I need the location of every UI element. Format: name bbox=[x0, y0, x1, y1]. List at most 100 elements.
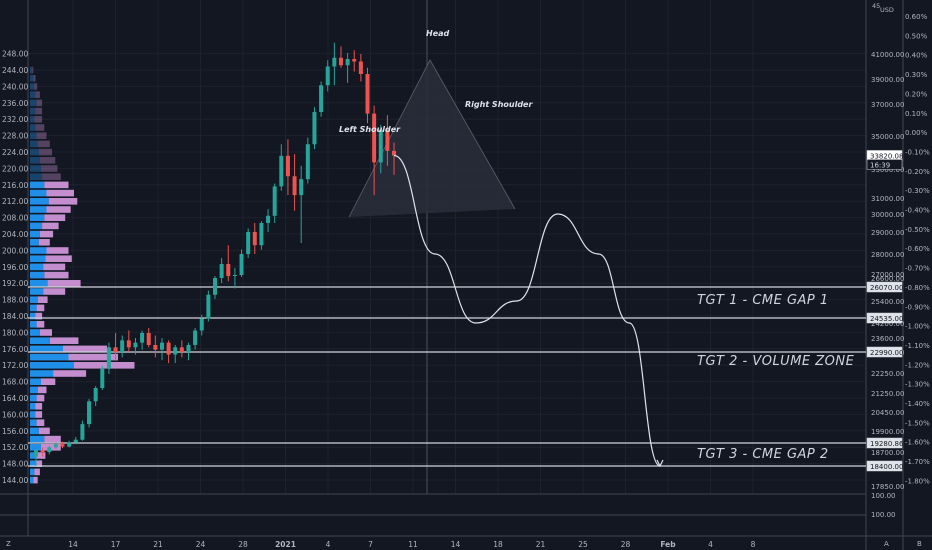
price-tick-label: 22250.00 bbox=[871, 370, 904, 378]
candle-body bbox=[358, 61, 363, 74]
price-tick-label: 37000.00 bbox=[871, 101, 904, 109]
candle-body bbox=[34, 450, 38, 457]
percent-tick-label: 0.00% bbox=[905, 129, 928, 137]
left-tick-label: 212.00 bbox=[2, 197, 28, 206]
candle-body bbox=[40, 450, 45, 452]
percent-axis[interactable]: 0.60% 0.50% 0.40% 0.30% 0.20% 0.10% 0.00% -0.10… bbox=[905, 13, 930, 485]
percent-tick-label: -1.80% bbox=[905, 477, 930, 485]
percent-tick-label: 0.60% bbox=[905, 13, 928, 21]
profile-bar-up bbox=[30, 107, 36, 115]
time-tick-label: Feb bbox=[660, 540, 676, 549]
candle-body bbox=[345, 59, 350, 66]
price-tick-label: 35000.00 bbox=[871, 133, 904, 141]
left-tick-label: 244.00 bbox=[2, 66, 28, 75]
candle-body bbox=[266, 215, 271, 223]
price-tick-label: 31000.00 bbox=[871, 195, 904, 203]
price-axis[interactable]: 41000.00 39000.00 37000.00 35000.00 33000.00… bbox=[871, 2, 904, 491]
profile-bar-up bbox=[30, 99, 37, 107]
price-label-box bbox=[866, 281, 903, 293]
profile-bar-up bbox=[30, 75, 34, 82]
price-label-box bbox=[866, 460, 903, 472]
profile-bar-down bbox=[36, 419, 45, 426]
percent-tick-label: 0.50% bbox=[905, 32, 928, 40]
target-annotation: TGT 3 - CME GAP 2 bbox=[697, 447, 829, 462]
percent-tick-label: -1.40% bbox=[905, 400, 930, 408]
profile-bar-up bbox=[30, 239, 39, 246]
candle-body bbox=[166, 342, 171, 355]
candle-body bbox=[199, 318, 204, 331]
profile-bar-down bbox=[36, 321, 45, 328]
profile-bar-down bbox=[48, 198, 78, 205]
candle-body bbox=[186, 345, 191, 352]
profile-bar-up bbox=[30, 435, 45, 443]
price-tick-label: 41000.00 bbox=[871, 51, 904, 59]
profile-bar-up bbox=[30, 148, 39, 156]
candle-body bbox=[292, 176, 297, 196]
price-tick-label: 21250.00 bbox=[871, 390, 904, 398]
percent-tick-label: 0.10% bbox=[905, 110, 928, 118]
left-axis: 248.00 244.00 240.00 236.00 232.00 228.00 224.… bbox=[2, 50, 28, 485]
price-tick-label: 39000.00 bbox=[871, 76, 904, 84]
candle-body bbox=[146, 333, 151, 345]
price-tick-label: 33000.00 bbox=[871, 166, 904, 174]
profile-bar-down bbox=[35, 460, 43, 467]
profile-bar-up bbox=[30, 378, 41, 385]
currency-label: USD bbox=[880, 6, 894, 14]
candle-body bbox=[319, 85, 324, 112]
time-tick-label: 18 bbox=[493, 540, 503, 549]
profile-bar-down bbox=[38, 427, 50, 435]
profile-bar-up bbox=[30, 181, 45, 189]
left-tick-label: 164.00 bbox=[2, 394, 28, 403]
projection-arrowhead bbox=[656, 459, 664, 468]
profile-bar-up bbox=[30, 222, 43, 230]
percent-tick-label: -1.10% bbox=[905, 342, 930, 350]
left-tick-label: 148.00 bbox=[2, 460, 28, 469]
profile-bar-down bbox=[37, 386, 47, 394]
time-tick-label: 2021 bbox=[275, 540, 296, 549]
price-tick-label: 26600.00 bbox=[871, 275, 904, 283]
candles bbox=[34, 42, 397, 466]
profile-bar-down bbox=[35, 107, 43, 115]
profile-bar-up bbox=[30, 116, 35, 123]
candle-body bbox=[226, 264, 231, 276]
candle-body bbox=[246, 232, 251, 254]
candle-body bbox=[239, 254, 244, 275]
price-tick-label: 18700.00 bbox=[871, 449, 904, 457]
target-annotation: TGT 2 - VOLUME ZONE bbox=[697, 354, 855, 369]
profile-bar-down bbox=[38, 148, 52, 156]
profile-bar-up bbox=[30, 157, 40, 164]
candle-body bbox=[60, 444, 65, 447]
indicator-label: 100.00 bbox=[871, 492, 896, 500]
price-label: 26070.00 bbox=[870, 284, 903, 292]
candle-body bbox=[140, 333, 145, 343]
time-tick-label: 17 bbox=[111, 540, 121, 549]
profile-bar-down bbox=[36, 394, 45, 402]
left-tick-label: 232.00 bbox=[2, 115, 28, 124]
percent-tick-label: 0.40% bbox=[905, 52, 928, 60]
left-tick-label: 216.00 bbox=[2, 181, 28, 190]
time-tick-label: 4 bbox=[708, 540, 713, 549]
price-label-box bbox=[866, 312, 903, 324]
left-tick-label: 156.00 bbox=[2, 427, 28, 436]
profile-bar-down bbox=[41, 378, 56, 385]
left-tick-label: 180.00 bbox=[2, 328, 28, 337]
time-axis[interactable]: 14 17 21 24 28 2021 4 7 11 14 18 21 25 28 Feb 4 8 bbox=[68, 540, 755, 549]
left-tick-label: 188.00 bbox=[2, 296, 28, 305]
time-tick-label: 8 bbox=[751, 540, 756, 549]
profile-bar-down bbox=[46, 206, 71, 213]
left-tick-label: 160.00 bbox=[2, 410, 28, 419]
candle-body bbox=[193, 330, 198, 345]
profile-bar-down bbox=[34, 83, 38, 90]
left-tick-label: 236.00 bbox=[2, 99, 28, 108]
profile-bar-up bbox=[30, 189, 47, 197]
candle-body bbox=[73, 439, 78, 443]
profile-bar-up bbox=[30, 255, 46, 262]
profile-bar-up bbox=[30, 476, 34, 484]
price-label-box bbox=[866, 159, 903, 170]
candle-body bbox=[67, 442, 72, 447]
profile-bar-down bbox=[47, 280, 81, 287]
profile-bar-down bbox=[68, 353, 118, 361]
left-tick-label: 204.00 bbox=[2, 230, 28, 239]
price-tick-label: 19900.00 bbox=[871, 428, 904, 436]
